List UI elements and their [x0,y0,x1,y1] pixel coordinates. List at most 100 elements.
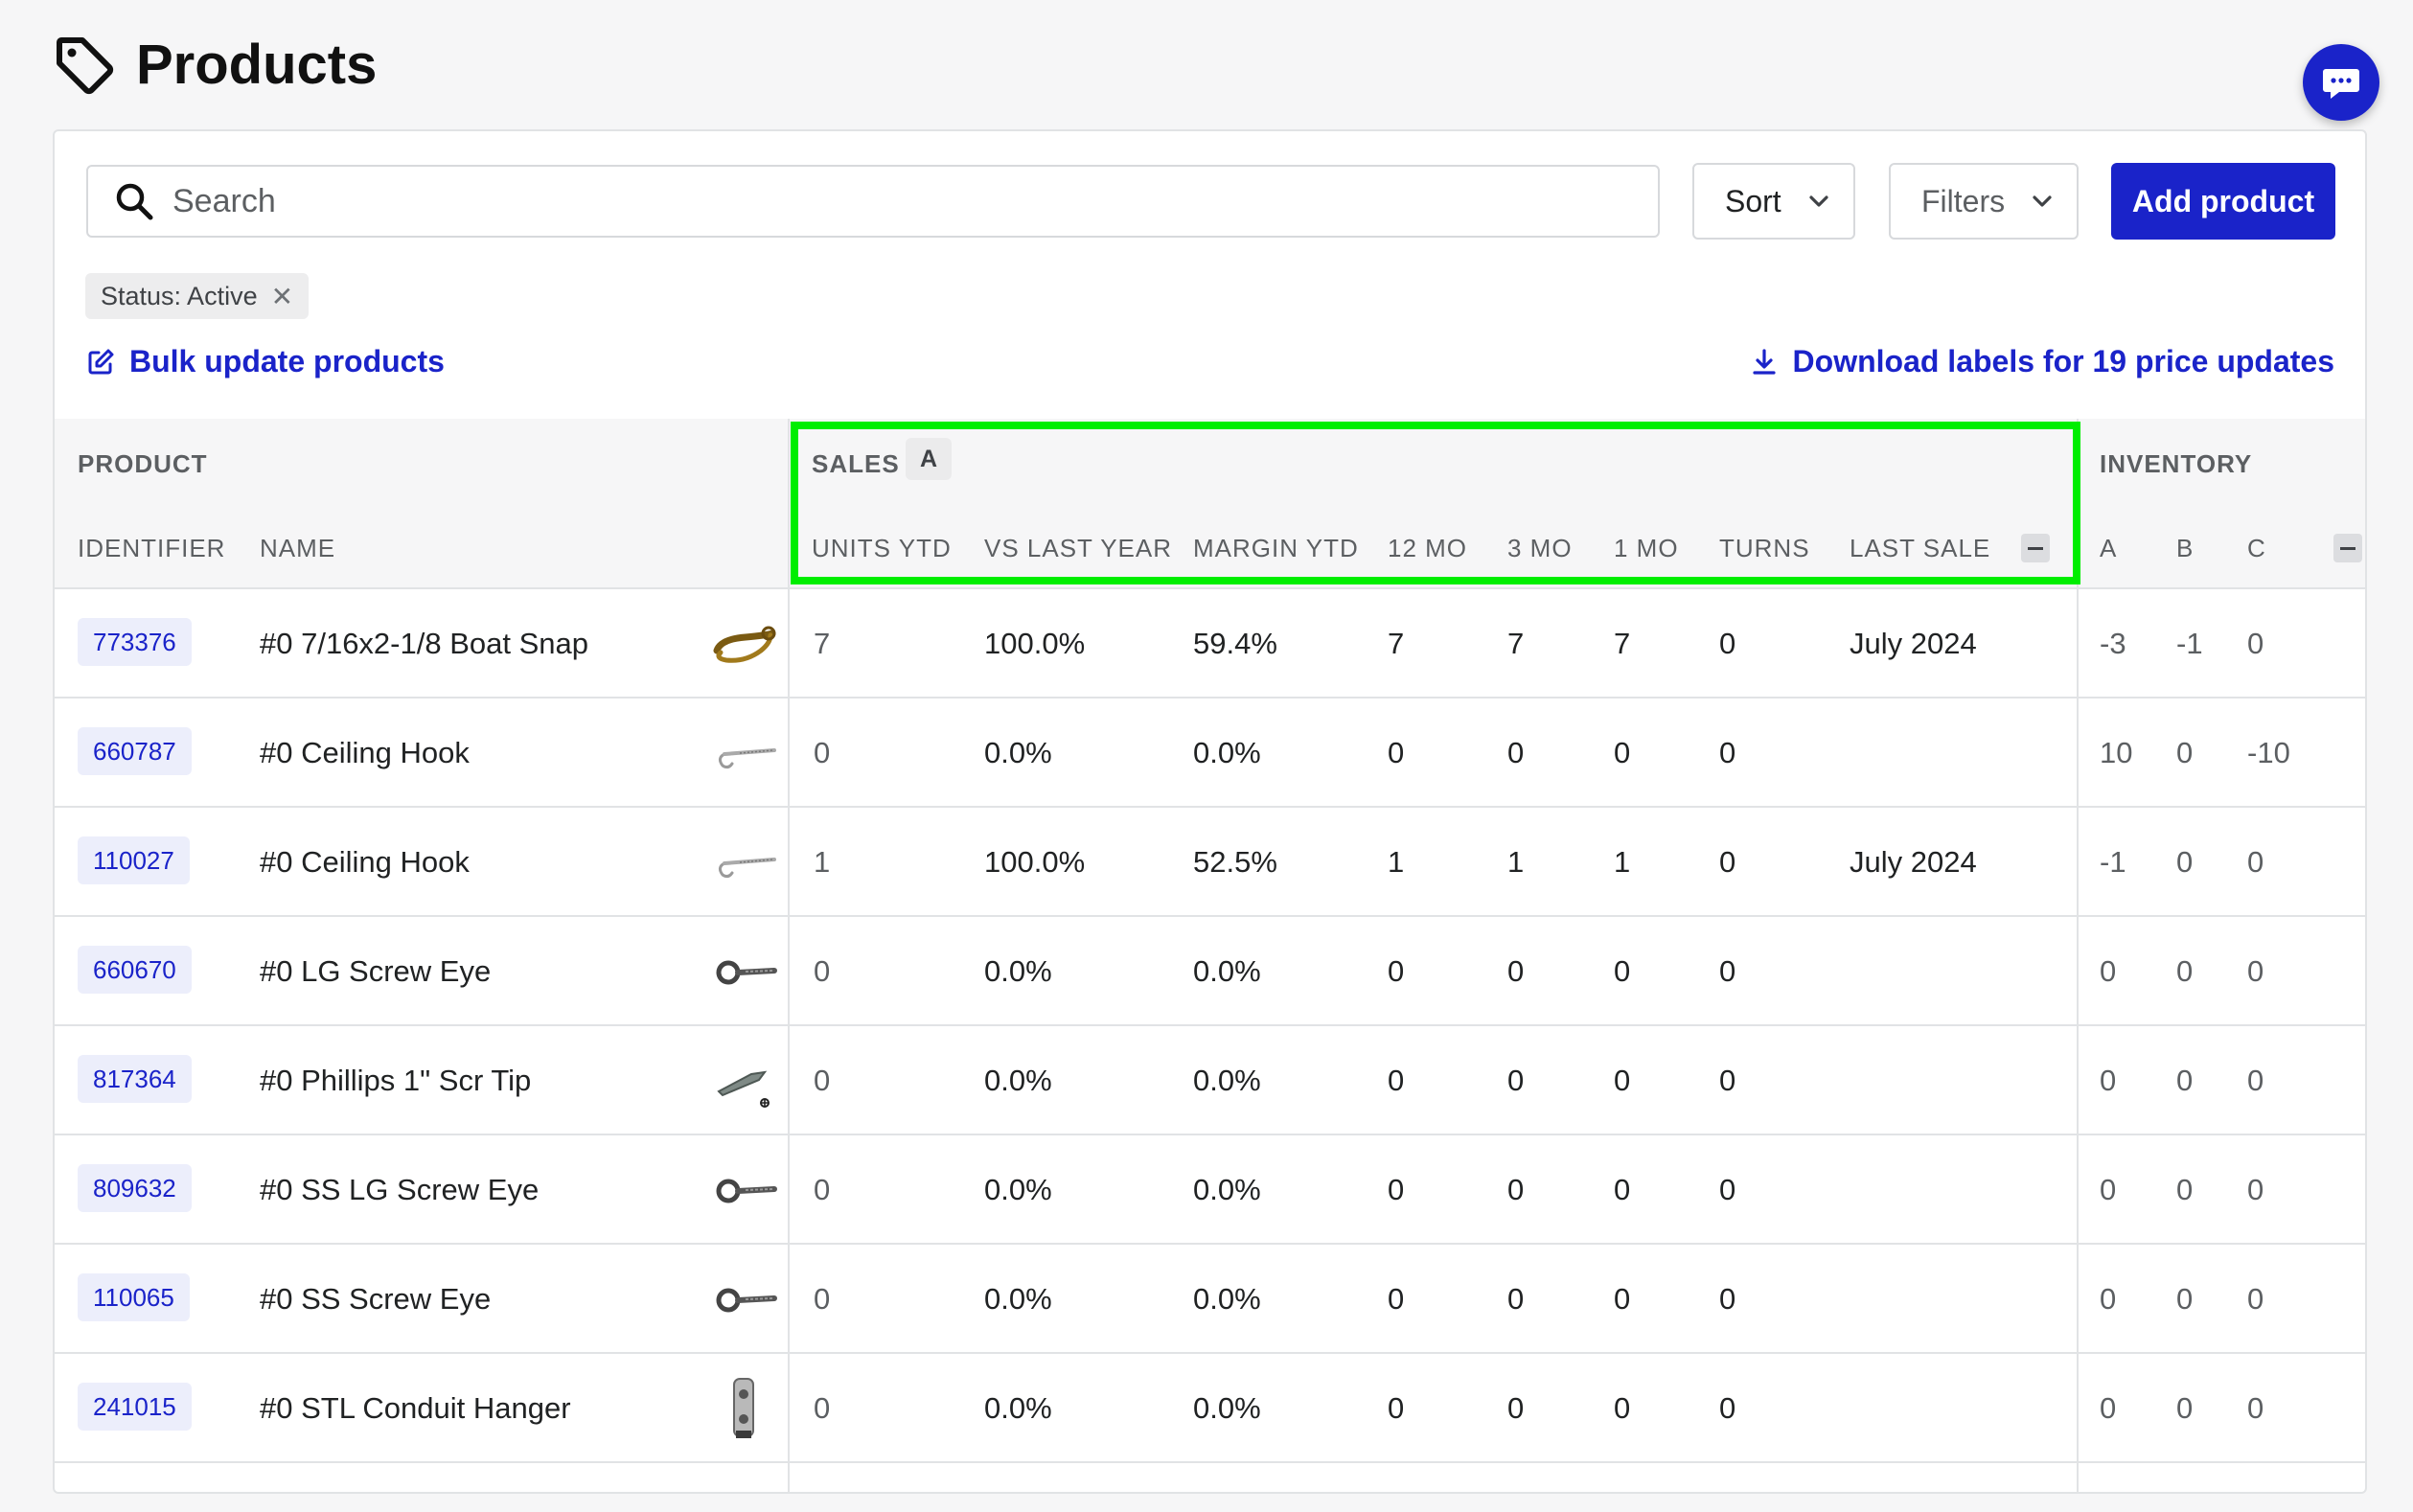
product-id-link[interactable]: 773376 [78,618,192,666]
table-row[interactable] [55,1461,2365,1492]
chip-label: Status: Active [101,281,258,310]
table-row[interactable]: 660787 #0 Ceiling Hook 0 0.0% 0.0% 0 0 0 0 10 0 -10 [55,697,2365,808]
cell-units-ytd: 0 [814,954,831,988]
table-row[interactable]: 817364 #0 Phillips 1" Scr Tip 0 0.0% 0.0% 0 0 0… [55,1024,2365,1135]
collapse-sales-button[interactable] [2021,534,2050,562]
boat-snap-icon [711,610,778,677]
filters-button[interactable]: Filters [1889,163,2079,240]
cell-turns: 0 [1719,954,1736,988]
download-labels-label: Download labels for 19 price updates [1792,344,2334,378]
cell-name: #0 Phillips 1" Scr Tip [260,1064,532,1097]
cell-vs-last-year: 0.0% [984,736,1052,769]
cell-margin-ytd: 0.0% [1193,736,1261,769]
table-row[interactable]: 809632 #0 SS LG Screw Eye 0 0.0% 0.0% 0 0 0 0 0 0 0 [55,1134,2365,1245]
inventory-group-header: INVENTORY [2100,449,2253,478]
cell-turns: 0 [1719,1391,1736,1425]
cell-inv-b: 0 [2176,954,2194,988]
table-row[interactable]: 241015 #0 STL Conduit Hanger 0 0.0% 0.0% 0 0 0 0… [55,1352,2365,1463]
bulk-update-link[interactable]: Bulk update products [85,344,445,379]
sales-group-header: SALES [812,449,900,478]
col-vs-last-year[interactable]: VS LAST YEAR [984,534,1173,562]
cell-inv-c: 0 [2247,627,2264,660]
cell-1-mo: 0 [1614,1173,1631,1206]
cell-1-mo: 0 [1614,736,1631,769]
cell-name: #0 Ceiling Hook [260,736,470,769]
col-last-sale[interactable]: LAST SALE [1850,534,1991,562]
col-3-mo[interactable]: 3 MO [1507,534,1573,562]
cell-1-mo: 0 [1614,1391,1631,1425]
sales-columns-highlight [791,422,2080,584]
cell-margin-ytd: 0.0% [1193,1391,1261,1425]
cell-units-ytd: 0 [814,1391,831,1425]
cell-3-mo: 0 [1507,1064,1525,1097]
col-margin-ytd[interactable]: MARGIN YTD [1193,534,1359,562]
sort-button[interactable]: Sort [1692,163,1855,240]
product-id-link[interactable]: 809632 [78,1164,192,1212]
col-inv-b[interactable]: B [2176,534,2195,562]
cell-1-mo: 1 [1614,845,1631,879]
col-name[interactable]: NAME [260,534,336,562]
search-field[interactable] [86,165,1660,238]
screw-eye-icon [711,1266,778,1333]
cell-1-mo: 7 [1614,627,1631,660]
col-inv-a[interactable]: A [2100,534,2118,562]
add-product-button[interactable]: Add product [2111,163,2335,240]
col-12-mo[interactable]: 12 MO [1388,534,1468,562]
chevron-down-icon [1809,195,1828,207]
cell-name: #0 STL Conduit Hanger [260,1391,571,1425]
cell-3-mo: 0 [1507,1391,1525,1425]
cell-inv-c: 0 [2247,1282,2264,1316]
cell-margin-ytd: 0.0% [1193,1282,1261,1316]
col-identifier[interactable]: IDENTIFIER [78,534,226,562]
cell-12-mo: 0 [1388,1064,1405,1097]
page-title: Products [136,34,378,96]
cell-inv-a: 10 [2100,736,2133,769]
cell-inv-a: 0 [2100,1173,2117,1206]
cell-margin-ytd: 0.0% [1193,1064,1261,1097]
product-id-link[interactable]: 660670 [78,946,192,994]
product-id-link[interactable]: 110027 [78,836,190,884]
chat-icon [2323,69,2359,99]
cell-1-mo: 0 [1614,1282,1631,1316]
col-units-ytd[interactable]: UNITS YTD [812,534,952,562]
download-icon [1752,348,1776,375]
cell-vs-last-year: 0.0% [984,1173,1052,1206]
col-turns[interactable]: TURNS [1719,534,1810,562]
collapse-inventory-button[interactable] [2333,534,2362,562]
col-inv-c[interactable]: C [2247,534,2266,562]
cell-inv-b: 0 [2176,1064,2194,1097]
status-filter-chip: Status: Active ✕ [85,273,310,319]
screw-tip-icon [711,1047,778,1114]
divider [2077,419,2079,1492]
cell-units-ytd: 1 [814,845,831,879]
chevron-down-icon [2033,195,2052,207]
close-icon[interactable]: ✕ [270,281,294,311]
cell-inv-b: 0 [2176,1391,2194,1425]
product-id-link[interactable]: 660787 [78,727,192,775]
bulk-update-label: Bulk update products [129,344,445,378]
table-row[interactable]: 110027 #0 Ceiling Hook 1 100.0% 52.5% 1 1 1 0 Jul… [55,806,2365,917]
cell-vs-last-year: 0.0% [984,1391,1052,1425]
cell-inv-a: 0 [2100,1282,2117,1316]
table-row[interactable]: 660670 #0 LG Screw Eye 0 0.0% 0.0% 0 0 0 0 0 0 0 [55,915,2365,1026]
conduit-hanger-icon [711,1375,778,1442]
cell-inv-b: 0 [2176,845,2194,879]
product-id-link[interactable]: 110065 [78,1273,190,1321]
product-id-link[interactable]: 817364 [78,1055,192,1103]
download-labels-link[interactable]: Download labels for 19 price updates [1749,344,2334,379]
cell-12-mo: 0 [1388,1282,1405,1316]
cell-3-mo: 1 [1507,845,1525,879]
cell-3-mo: 0 [1507,1173,1525,1206]
search-input[interactable] [171,181,1612,221]
cell-turns: 0 [1719,845,1736,879]
chat-button[interactable] [2303,44,2379,121]
cell-inv-a: -3 [2100,627,2126,660]
cell-inv-b: 0 [2176,1282,2194,1316]
filters-label: Filters [1921,183,2006,218]
cell-inv-a: 0 [2100,1064,2117,1097]
table-row[interactable]: 773376 #0 7/16x2-1/8 Boat Snap 7 100.0% 59.4… [55,587,2365,699]
col-1-mo[interactable]: 1 MO [1614,534,1679,562]
table-row[interactable]: 110065 #0 SS Screw Eye 0 0.0% 0.0% 0 0 0 0 0 0 0 [55,1243,2365,1354]
product-id-link[interactable]: 241015 [78,1383,192,1431]
cell-turns: 0 [1719,736,1736,769]
